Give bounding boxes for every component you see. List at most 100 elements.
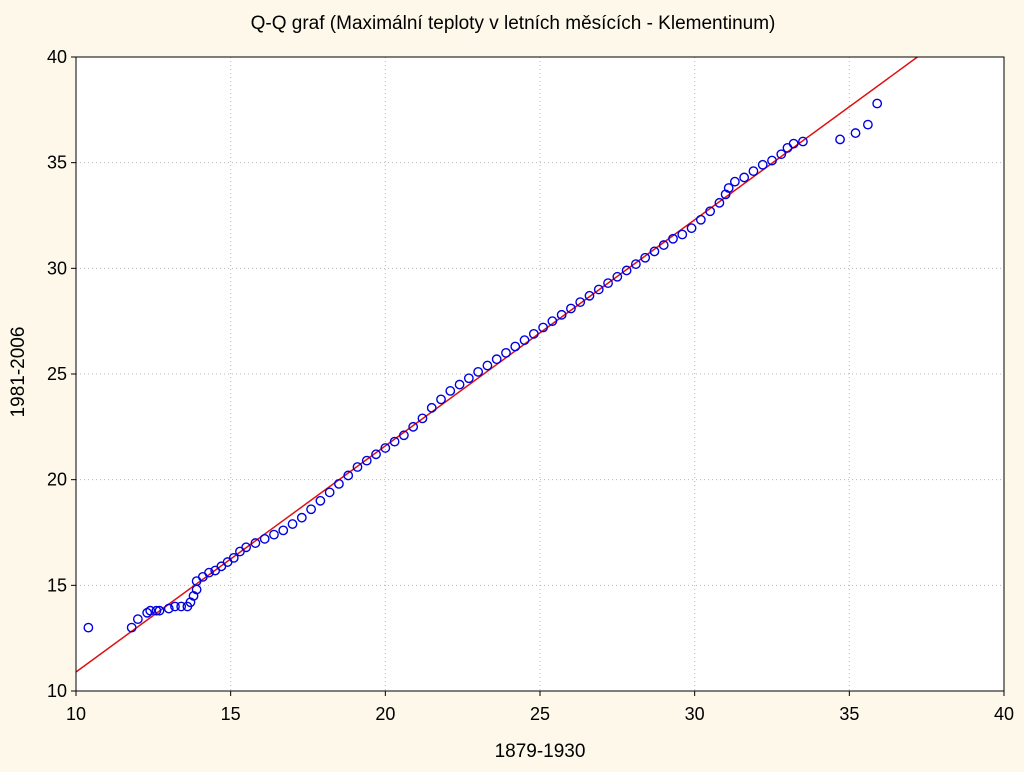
data-point: [603, 278, 613, 289]
data-point: [776, 149, 787, 160]
data-point: [695, 214, 706, 225]
data-point: [306, 504, 316, 515]
data-point: [426, 402, 437, 413]
data-point: [436, 394, 446, 405]
data-point: [83, 622, 94, 633]
data-point: [371, 449, 381, 460]
y-tick-label: 30: [47, 258, 67, 278]
data-point: [287, 519, 298, 529]
data-point: [788, 138, 799, 149]
data-point: [621, 265, 632, 276]
data-point: [491, 354, 502, 365]
y-tick-label: 35: [47, 153, 67, 173]
data-point: [296, 512, 307, 523]
data-point: [334, 478, 344, 489]
x-axis-ticks: 10 15 20 25 30 35 40: [66, 691, 1014, 724]
data-point: [126, 622, 137, 633]
data-point: [612, 271, 623, 282]
data-point: [228, 552, 239, 563]
reference-line: [75, 56, 918, 673]
data-point: [204, 567, 214, 578]
x-tick-label: 25: [530, 704, 550, 724]
data-point: [835, 134, 845, 145]
x-axis-title: 1879-1930: [495, 741, 586, 762]
data-point: [575, 297, 586, 308]
data-point: [473, 366, 484, 377]
y-tick-label: 20: [47, 470, 67, 490]
chart-title: Q-Q graf (Maximální teploty v letních mě…: [251, 13, 776, 34]
data-point: [454, 379, 465, 390]
data-point: [176, 601, 187, 612]
data-point: [278, 525, 289, 536]
data-point: [408, 421, 419, 432]
data-point: [361, 455, 372, 466]
data-point: [417, 413, 428, 424]
data-point: [723, 183, 734, 193]
data-point: [640, 252, 651, 263]
data-point: [630, 259, 641, 270]
data-point: [510, 341, 521, 352]
data-point: [163, 603, 174, 614]
data-point: [739, 172, 750, 183]
y-tick-label: 15: [47, 575, 67, 595]
data-point: [566, 303, 576, 314]
data-point: [584, 290, 595, 301]
y-axis-title: 1981-2006: [8, 327, 29, 418]
data-point: [862, 119, 873, 130]
data-point: [380, 443, 391, 453]
data-point: [556, 309, 567, 320]
data-point: [714, 197, 725, 208]
x-tick-label: 30: [685, 704, 705, 724]
y-tick-label: 40: [47, 47, 67, 67]
data-point: [259, 533, 270, 544]
data-point: [132, 614, 143, 625]
data-point: [677, 229, 688, 240]
data-point: [593, 284, 604, 295]
data-point: [872, 98, 883, 109]
data-point: [501, 347, 511, 358]
data-point: [352, 462, 363, 472]
x-tick-label: 35: [839, 704, 859, 724]
data-point: [686, 223, 697, 234]
data-point: [250, 538, 261, 548]
y-tick-label: 10: [47, 681, 67, 701]
data-point: [850, 128, 861, 138]
x-tick-label: 20: [375, 704, 395, 724]
data-point: [658, 240, 669, 250]
data-point: [705, 206, 716, 217]
grid: [76, 57, 1004, 691]
data-point: [241, 542, 252, 553]
data-point: [649, 246, 660, 257]
data-point: [389, 436, 400, 447]
data-point: [798, 136, 808, 147]
data-point: [315, 495, 326, 506]
data-point: [729, 176, 740, 187]
data-point: [463, 373, 474, 384]
x-tick-label: 40: [994, 704, 1014, 724]
data-point: [482, 360, 493, 371]
data-point: [767, 155, 777, 166]
data-point: [538, 322, 548, 333]
data-point: [324, 487, 335, 498]
data-points: [83, 98, 883, 633]
y-tick-label: 25: [47, 364, 67, 384]
data-point: [343, 470, 354, 481]
data-point: [151, 605, 162, 616]
data-point: [519, 335, 530, 346]
data-point: [748, 166, 759, 177]
data-point: [445, 386, 456, 396]
x-tick-label: 15: [221, 704, 241, 724]
data-point: [145, 605, 156, 616]
y-axis-ticks: 10 15 20 25 30 35 40: [47, 47, 76, 701]
data-point: [170, 601, 180, 612]
reference-line-group: [75, 56, 918, 673]
data-point: [528, 328, 539, 339]
data-point: [154, 605, 165, 616]
data-point: [269, 529, 279, 540]
x-tick-label: 10: [66, 704, 86, 724]
data-point: [547, 316, 558, 327]
data-point: [668, 233, 678, 244]
data-point: [757, 159, 768, 170]
data-point: [398, 430, 409, 441]
